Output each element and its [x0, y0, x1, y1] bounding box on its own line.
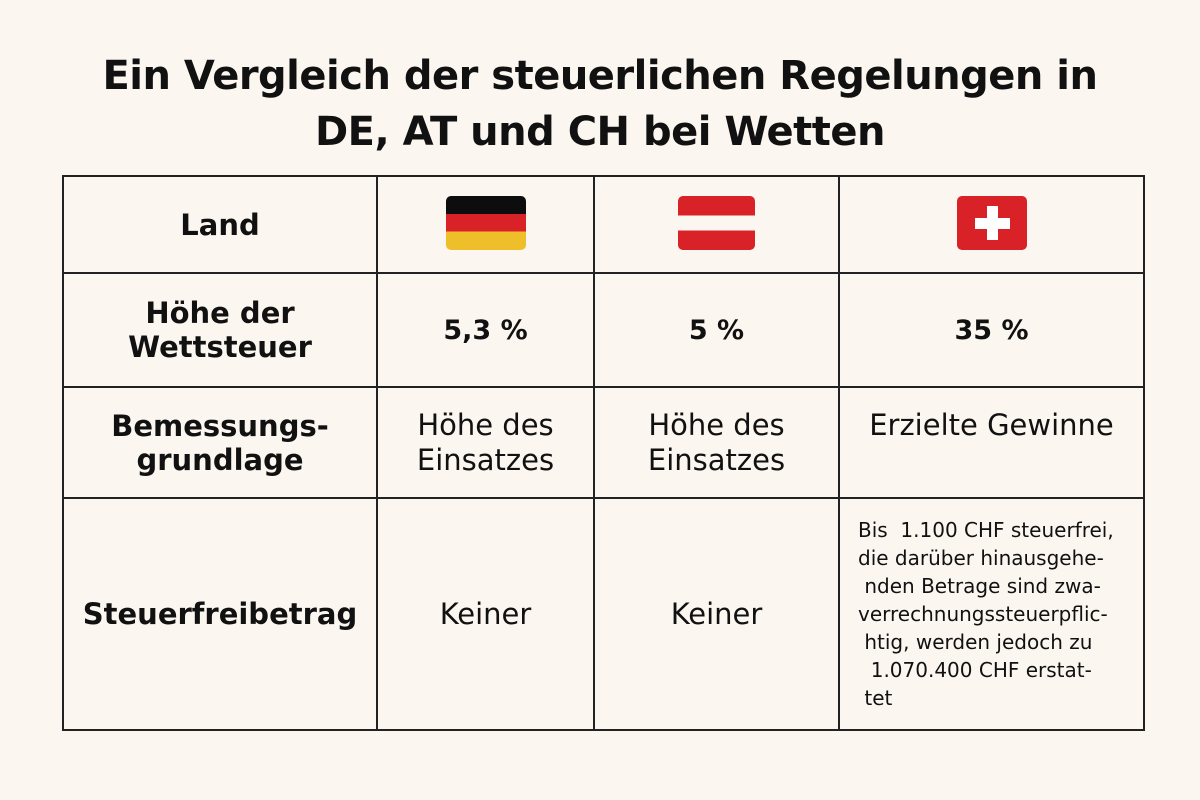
cell-at-tax-rate: 5 % — [593, 272, 840, 388]
austria-flag-icon — [678, 195, 755, 250]
cell-line: Höhe des — [648, 407, 785, 442]
label-line: Wettsteuer — [128, 330, 312, 364]
cell-ch-basis: Erzielte Gewinne — [838, 386, 1145, 499]
row-header-land: Land — [62, 175, 378, 274]
title-line-1: Ein Vergleich der steuerlichen Regelunge… — [102, 53, 1098, 99]
label-line: Bemessungs- — [111, 408, 329, 443]
table-row-country: Land — [62, 175, 1145, 274]
page-title: Ein Vergleich der steuerlichen Regelunge… — [0, 48, 1200, 160]
label-line: grundlage — [136, 442, 304, 477]
label-line: Höhe der — [145, 296, 295, 330]
table-row-tax-rate: Höhe der Wettsteuer 5,3 % 5 % 35 % — [62, 272, 1145, 388]
cell-line: Einsatzes — [647, 442, 786, 477]
cell-de-tax-rate: 5,3 % — [376, 272, 595, 388]
cell-line: verrechnungssteuerpflic- — [858, 602, 1108, 626]
cell-line: 1.070.400 CHF erstat- — [858, 658, 1092, 682]
cell-de-basis: Höhe des Einsatzes — [376, 386, 595, 499]
row-header-allowance: Steuerfreibetrag — [62, 497, 378, 731]
cell-de-allowance: Keiner — [376, 497, 595, 731]
title-line-2: DE, AT und CH bei Wetten — [314, 109, 886, 155]
cell-line: htig, werden jedoch zu — [858, 630, 1093, 654]
cell-at-allowance: Keiner — [593, 497, 840, 731]
row-header-basis: Bemessungs- grundlage — [62, 386, 378, 499]
cell-ch-tax-rate: 35 % — [838, 272, 1145, 388]
cell-line: Bis 1.100 CHF steuerfrei, — [858, 518, 1114, 542]
cell-line: die darüber hinausgehe- — [858, 546, 1104, 570]
cell-line: nden Betrage sind zwa- — [858, 574, 1101, 598]
row-header-tax-rate: Höhe der Wettsteuer — [62, 272, 378, 388]
cell-line: tet — [858, 686, 893, 710]
cell-line: Höhe des — [417, 407, 554, 442]
germany-flag-icon — [445, 195, 526, 250]
cell-line: Erzielte Gewinne — [869, 408, 1114, 442]
comparison-table: Land Höhe der Wettsteuer 5,3 % 5 % 35 % … — [62, 175, 1145, 731]
table-row-basis: Bemessungs- grundlage Höhe des Einsatzes… — [62, 386, 1145, 499]
cell-line: Einsatzes — [416, 442, 555, 477]
table-row-allowance: Steuerfreibetrag Keiner Keiner Bis 1.100… — [62, 497, 1145, 731]
switzerland-flag-icon — [956, 195, 1027, 250]
cell-at-basis: Höhe des Einsatzes — [593, 386, 840, 499]
cell-ch-allowance: Bis 1.100 CHF steuerfrei, die darüber hi… — [838, 497, 1145, 731]
